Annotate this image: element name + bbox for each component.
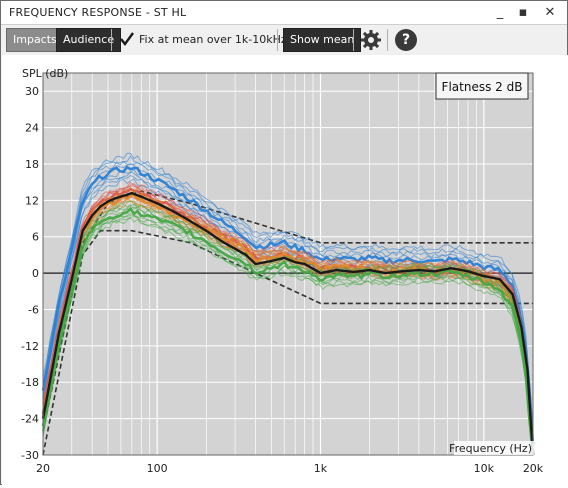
- y-tick-label: 12: [25, 194, 39, 207]
- close-button[interactable]: ✕: [544, 5, 556, 20]
- x-tick-label: 100: [147, 462, 168, 475]
- help-icon[interactable]: ?: [395, 29, 417, 51]
- y-tick-label: 6: [32, 231, 39, 244]
- blue-response-curve: [41, 165, 535, 445]
- show-mean-button[interactable]: Show mean: [283, 28, 362, 52]
- minimize-button[interactable]: _: [496, 5, 504, 20]
- y-tick-label: 24: [25, 122, 39, 135]
- impacts-button[interactable]: Impacts: [6, 28, 64, 52]
- y-tick-label: -24: [21, 413, 39, 426]
- green-response-curve: [41, 206, 535, 456]
- toolbar-separator: [353, 29, 354, 51]
- x-axis-label-bg: [454, 441, 534, 455]
- green-response-curve: [42, 215, 534, 456]
- grid-lines: [42, 73, 534, 456]
- title-bar[interactable]: FREQUENCY RESPONSE - ST HL _ ▪ ✕: [1, 1, 567, 25]
- audience-button[interactable]: Audience: [56, 28, 122, 52]
- toolbar: Impacts Audience Fix at mean over 1k-10k…: [1, 26, 567, 54]
- y-tick-label: 0: [32, 267, 39, 280]
- orange-response-curve: [42, 186, 534, 454]
- y-tick-label: 18: [25, 158, 39, 171]
- y-tick-label: -6: [28, 303, 39, 316]
- x-tick-label: 10k: [474, 462, 495, 475]
- flatness-box: [435, 72, 529, 100]
- mean-curve: [41, 191, 535, 456]
- flatness-label: Flatness 2 dB: [442, 80, 523, 94]
- gear-icon[interactable]: [360, 29, 382, 51]
- maximize-button[interactable]: ▪: [518, 5, 528, 20]
- blue-response-curve: [42, 160, 534, 440]
- chart-area: 30 24 18 12 6 0 -6 -12 -18 -24 -30 20 100 1k 10k 20k Fre…: [2, 55, 568, 485]
- plot-frame: [42, 72, 534, 456]
- y-tick-label: 30: [25, 85, 39, 98]
- x-tick-label: 20: [36, 462, 50, 475]
- x-axis-label: Frequency (Hz): [449, 442, 532, 455]
- y-tick-label: -18: [21, 376, 39, 389]
- x-tick-label: 1k: [314, 462, 328, 475]
- mean-curve-group: [41, 191, 535, 456]
- toolbar-separator: [111, 29, 112, 51]
- x-tick-label: 20k: [523, 462, 544, 475]
- blue-response-curve: [42, 152, 534, 431]
- blue-response-curve: [42, 155, 534, 435]
- window-title: FREQUENCY RESPONSE - ST HL: [9, 6, 187, 19]
- blue-response-curve: [42, 163, 534, 444]
- green-response-curve: [42, 200, 534, 456]
- y-tick-label: -12: [21, 340, 39, 353]
- red-response-curve: [42, 185, 534, 452]
- y-axis-label: SPL (dB): [22, 67, 68, 80]
- checkmark-icon[interactable]: [119, 31, 135, 47]
- fix-mean-checkbox-label[interactable]: Fix at mean over 1k-10kHz: [139, 33, 287, 46]
- toolbar-separator: [387, 29, 388, 51]
- toolbar-separator: [277, 29, 278, 51]
- y-tick-label: -30: [21, 449, 39, 462]
